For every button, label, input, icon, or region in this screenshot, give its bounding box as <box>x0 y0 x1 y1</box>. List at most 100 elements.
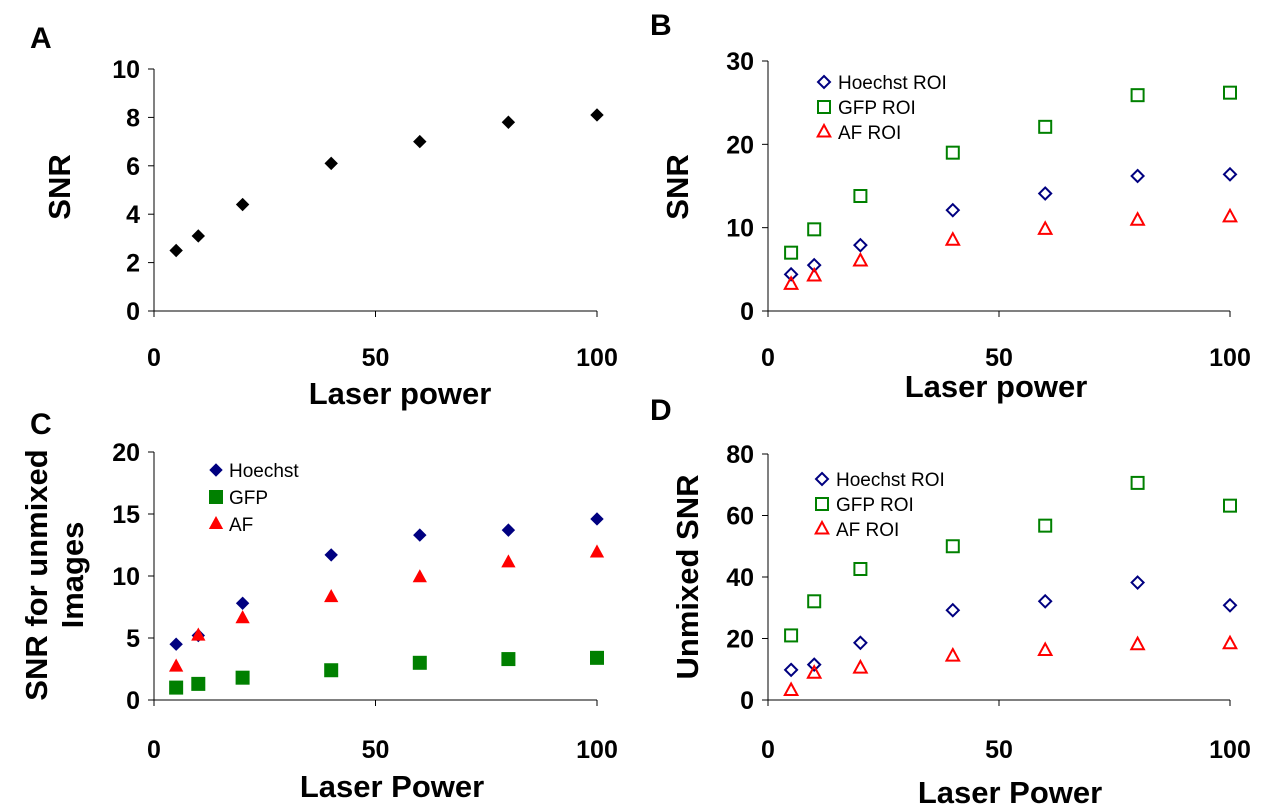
panel-a-letter: A <box>30 22 52 55</box>
panel-b-legend-marker <box>816 122 832 138</box>
panel-d-data-point <box>852 658 869 674</box>
panel-d-series-hoechst-roi <box>783 575 1238 678</box>
panel-c-data-point <box>191 676 206 691</box>
panel-a-data-point <box>169 243 183 258</box>
panel-c-letter: C <box>30 408 52 441</box>
panel-d-data-point <box>1222 597 1238 613</box>
panel-c-x-title: Laser Power <box>300 769 484 804</box>
panel-b-data-point <box>852 251 869 267</box>
panel-b-data-point <box>1129 211 1146 226</box>
panel-b-data-point <box>783 266 799 282</box>
panel-c-y-title-line: SNR for unmixed <box>19 449 54 700</box>
panel-c-legend-marker <box>208 515 224 530</box>
panel-d-data-point <box>944 646 961 662</box>
panel-a-y-tick-label: 6 <box>126 153 140 181</box>
panel-d-legend-marker <box>814 519 830 535</box>
panel-b-y-tick-label: 10 <box>726 215 754 243</box>
panel-a-x-title: Laser power <box>309 376 492 411</box>
panel-b-legend: Hoechst ROI GFP ROI AF ROI <box>816 73 947 144</box>
panel-d-y-tick-label: 20 <box>726 626 754 654</box>
panel-d-data-point <box>1130 575 1146 590</box>
panel-a-y-tick-label: 2 <box>126 250 140 278</box>
panel-c-data-point <box>191 627 206 641</box>
panel-b-legend-marker <box>817 100 831 114</box>
panel-c-x-tick-label: 50 <box>362 736 390 764</box>
panel-d-data-point <box>1037 641 1054 657</box>
panel-b-x-title: Laser power <box>905 369 1088 404</box>
panel-b-legend-marker <box>816 74 832 90</box>
panel-a-y-tick-label: 0 <box>126 298 140 326</box>
panel-b-data-point <box>853 189 868 203</box>
panel-b-data-point <box>784 245 799 260</box>
panel-c-y-tick-label: 0 <box>126 687 140 715</box>
panel-c-data-point <box>412 655 427 670</box>
panel-b-x-tick-label: 0 <box>761 344 775 372</box>
panel-d-series-af-roi <box>783 634 1238 697</box>
panel-b-series-gfp-roi <box>784 85 1237 260</box>
panel-d-data-point <box>1129 635 1146 651</box>
panel-a-data-point <box>324 156 338 171</box>
panel-c-x-tick-label: 0 <box>147 736 161 764</box>
panel-a-data-point <box>235 197 250 212</box>
panel-c-data-point <box>169 680 184 695</box>
panel-c-data-point <box>501 554 516 568</box>
panel-b-data-point <box>1130 168 1146 184</box>
panel-a-data-point <box>590 108 604 122</box>
panel-c-series-gfp <box>169 650 604 695</box>
panel-b-series-hoechst-roi <box>783 166 1238 282</box>
panel-a-x-tick-label: 100 <box>576 344 618 372</box>
panel-b-y-title: SNR <box>660 154 695 219</box>
panel-c-data-point <box>590 650 604 665</box>
panel-c: C 0 5 10 15 20 0 50 100 Laser Power SNR for unmixe… <box>19 408 618 804</box>
panel-d-data-point <box>1038 518 1053 533</box>
panel-d-y-tick-label: 0 <box>740 687 754 715</box>
panel-d-y-tick-label: 60 <box>726 503 754 531</box>
panel-d-data-point <box>1222 634 1238 650</box>
panel-c-legend-label: AF <box>229 515 253 536</box>
panel-c-y-tick-label: 20 <box>112 439 140 467</box>
panel-d-data-point <box>945 539 960 554</box>
panel-d-data-point <box>1223 498 1237 513</box>
panel-c-data-point <box>501 652 516 667</box>
panel-b-y-tick-label: 30 <box>726 48 754 76</box>
panel-d-data-point <box>853 562 868 577</box>
panel-d: D 0 20 40 60 80 0 50 100 Laser Power Unmixed SNR Ho… <box>650 394 1251 810</box>
panel-d-legend-marker <box>815 497 829 511</box>
panel-c-x-tick-label: 100 <box>576 736 618 764</box>
panel-d-x-tick-label: 0 <box>761 736 775 764</box>
panel-d-data-point <box>806 664 823 679</box>
panel-d-y-title: Unmixed SNR <box>670 475 705 680</box>
panel-c-y-tick-label: 10 <box>112 563 140 591</box>
panel-c-data-point <box>412 569 427 583</box>
panel-d-legend-label: Hoechst ROI <box>836 470 945 491</box>
panel-d-series-gfp-roi <box>784 475 1237 643</box>
panel-b-data-point <box>945 202 961 218</box>
panel-c-data-point <box>235 596 250 610</box>
panel-d-y-tick-label: 40 <box>726 564 754 592</box>
panel-b-data-point <box>807 222 822 237</box>
panel-c-legend-marker <box>209 463 223 477</box>
panel-b-data-point <box>806 266 823 282</box>
panel-d-legend-label: GFP ROI <box>836 495 914 516</box>
panel-d-data-point <box>1130 475 1145 490</box>
panel-a-data-point <box>413 134 427 149</box>
panel-b-x-tick-label: 50 <box>985 344 1013 372</box>
panel-c-legend-label: GFP <box>229 488 268 509</box>
panel-b-y-tick-label: 0 <box>740 298 754 326</box>
panel-c-data-point <box>589 544 605 558</box>
panel-b-data-point <box>783 275 800 290</box>
panel-b-data-point <box>1222 207 1238 223</box>
panel-c-series-af <box>169 544 605 672</box>
panel-a-series-0 <box>169 108 604 258</box>
panel-c-data-point <box>501 523 516 537</box>
panel-a-y-title: SNR <box>42 154 77 219</box>
panel-c-y-title-line: Images <box>55 522 90 629</box>
panel-c-y-tick-label: 5 <box>126 625 140 653</box>
panel-d-data-point <box>807 594 822 609</box>
panel-b-data-point <box>1222 166 1238 182</box>
panel-b-data-point <box>852 237 868 253</box>
panel-b-letter: B <box>650 9 672 42</box>
panel-c-y-title: SNR for unmixedImages <box>19 449 90 700</box>
panel-d-data-point <box>945 602 961 618</box>
